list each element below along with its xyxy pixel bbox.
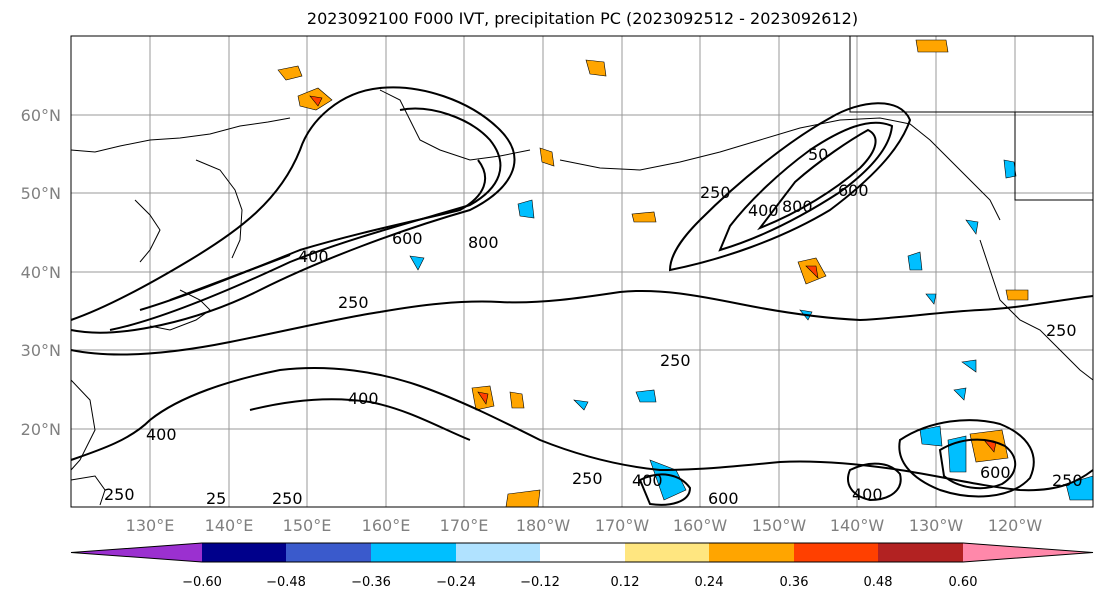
colorbar-outline (70, 542, 1094, 563)
colorbar-tick: 0.48 (864, 575, 893, 590)
colorbar-extend-high (963, 543, 1093, 562)
contour-label: 250 (272, 489, 303, 508)
colorbar-tick: −0.48 (266, 575, 306, 590)
contour-label: 400 (852, 485, 883, 504)
contour-label: 600 (838, 181, 869, 200)
colorbar-segment (794, 543, 878, 562)
contour-label: 25 (206, 489, 226, 508)
lon-label: 140°E (205, 516, 254, 535)
lat-label: 20°N (21, 420, 61, 439)
coastlines (70, 36, 1094, 506)
colorbar-segment (286, 543, 371, 562)
colorbar-tick: −0.24 (436, 575, 476, 590)
contour-label: 250 (104, 485, 135, 504)
contour-label: 400 (632, 471, 663, 490)
contour-label: 400 (298, 247, 329, 266)
colorbar-segment (878, 543, 963, 562)
contour-label: 400 (146, 425, 177, 444)
colorbar-segment (540, 543, 625, 562)
colorbar-segment (456, 543, 540, 562)
colorbar-tick: −0.36 (351, 575, 391, 590)
lon-label: 120°W (988, 516, 1043, 535)
gridlines (71, 36, 1093, 507)
contour-label: 250 (572, 469, 603, 488)
lon-label: 130°E (126, 516, 175, 535)
contour-label: 400 (348, 389, 379, 408)
contour-label: 600 (392, 229, 423, 248)
colorbar-ticks: −0.60 −0.48 −0.36 −0.24 −0.12 0.12 0.24 … (182, 575, 977, 590)
colorbar-tick: −0.60 (182, 575, 222, 590)
contour-label: 600 (708, 489, 739, 508)
map-frame (70, 35, 1094, 508)
colorbar-extend-low (71, 543, 202, 562)
lon-label: 170°E (440, 516, 489, 535)
lon-label: 180°W (516, 516, 571, 535)
contour-label: 600 (980, 463, 1011, 482)
lat-label: 30°N (21, 341, 61, 360)
lon-label: 160°E (362, 516, 411, 535)
contour-label-group: 400 600 800 250 400 600 800 250 50 250 4… (104, 145, 1083, 508)
contour-label: 250 (338, 293, 369, 312)
lon-label: 170°W (595, 516, 650, 535)
contour-label: 250 (1046, 321, 1077, 340)
colorbar-segment (202, 543, 286, 562)
lon-label: 130°W (909, 516, 964, 535)
colorbar-tick: 0.36 (780, 575, 809, 590)
contour-label: 800 (468, 233, 499, 252)
contour-label: 800 (782, 197, 813, 216)
contour-label: 250 (700, 183, 731, 202)
colorbar-tick: 0.24 (695, 575, 724, 590)
lat-label: 60°N (21, 106, 61, 125)
longitude-labels: 130°E 140°E 150°E 160°E 170°E 180°W 170°… (126, 516, 1043, 535)
lon-label: 160°W (673, 516, 728, 535)
contour-label: 250 (660, 351, 691, 370)
contour-label: 400 (748, 201, 779, 220)
colorbar-tick: −0.12 (520, 575, 560, 590)
lat-label: 40°N (21, 263, 61, 282)
colorbar (70, 542, 1094, 563)
ivt-contours (70, 86, 1094, 506)
lon-label: 150°W (752, 516, 807, 535)
contour-label: 50 (808, 145, 828, 164)
precip-anomaly-shading (277, 39, 1094, 508)
lon-label: 140°W (830, 516, 885, 535)
colorbar-segment (371, 543, 456, 562)
latitude-labels: 60°N 50°N 40°N 30°N 20°N (21, 106, 61, 439)
colorbar-segment (709, 543, 794, 562)
lon-label: 150°E (283, 516, 332, 535)
map-title: 2023092100 F000 IVT, precipitation PC (2… (306, 9, 859, 28)
lat-label: 50°N (21, 184, 61, 203)
colorbar-tick: 0.12 (611, 575, 640, 590)
colorbar-tick: 0.60 (949, 575, 978, 590)
contour-label: 250 (1052, 471, 1083, 490)
colorbar-segment (625, 543, 709, 562)
